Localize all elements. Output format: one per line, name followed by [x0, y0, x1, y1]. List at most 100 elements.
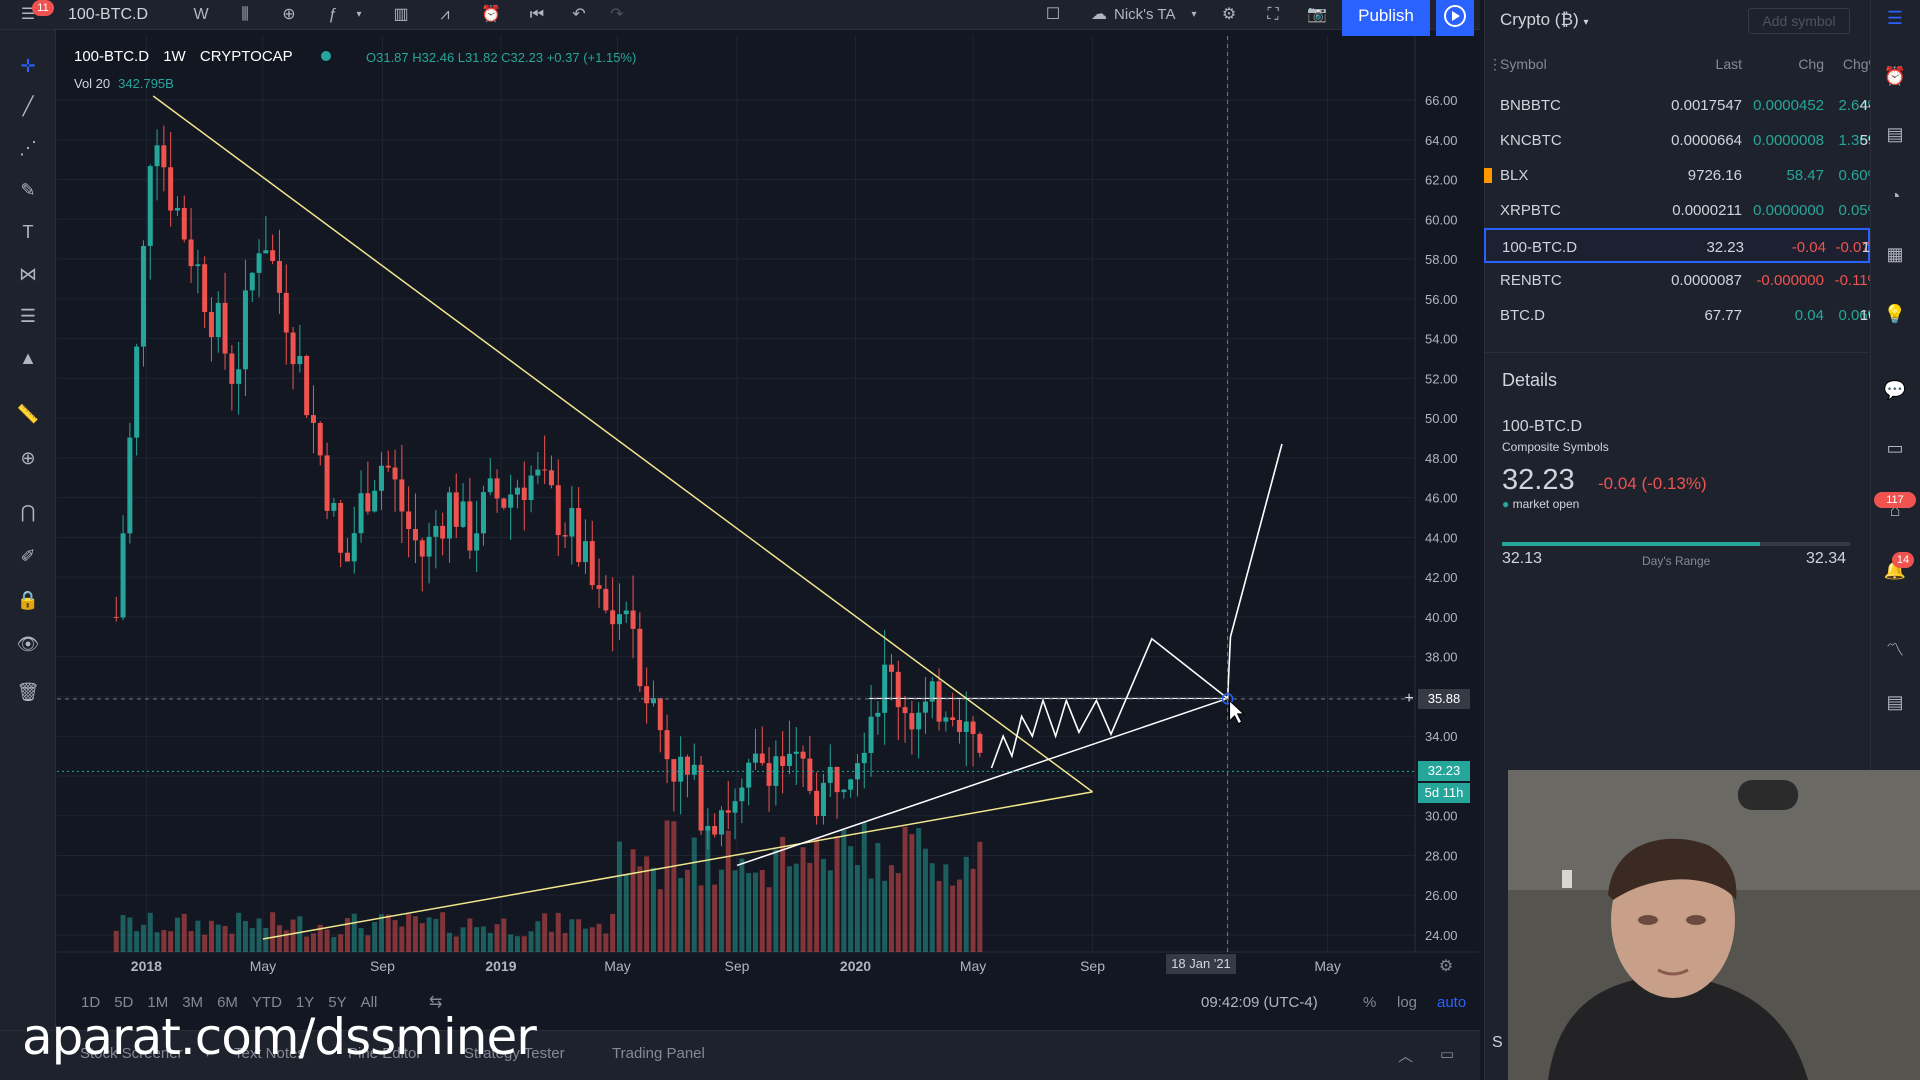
candle-body[interactable]: [528, 475, 534, 500]
text-icon[interactable]: T: [22, 222, 34, 242]
candle-body[interactable]: [916, 712, 922, 730]
candle-body[interactable]: [780, 756, 786, 766]
candle-body[interactable]: [120, 533, 126, 618]
candle-body[interactable]: [453, 492, 459, 527]
candle-body[interactable]: [827, 766, 833, 783]
financials-icon[interactable]: ▥: [393, 6, 409, 23]
candle-body[interactable]: [304, 355, 310, 416]
log-toggle[interactable]: log: [1397, 994, 1418, 1011]
maximize-panel-icon[interactable]: ▭: [1440, 1046, 1455, 1063]
candle-body[interactable]: [542, 469, 548, 471]
candle-body[interactable]: [283, 292, 289, 333]
candle-body[interactable]: [793, 751, 799, 754]
play-button[interactable]: [1436, 0, 1474, 36]
candle-body[interactable]: [950, 717, 956, 721]
candle-body[interactable]: [433, 525, 439, 537]
candle-body[interactable]: [725, 810, 731, 813]
candle-body[interactable]: [113, 616, 119, 618]
candle-body[interactable]: [270, 250, 276, 262]
indicators-dropdown-icon[interactable]: ▾: [356, 9, 362, 20]
descending-trendline[interactable]: [152, 95, 1093, 793]
symbol-search[interactable]: 100-BTC.D: [68, 6, 149, 23]
watchlist-title[interactable]: Crypto (₿) ▾: [1500, 10, 1588, 30]
candle-body[interactable]: [426, 536, 432, 557]
candle-body[interactable]: [684, 756, 690, 775]
candle-body[interactable]: [501, 498, 507, 508]
layout-name[interactable]: Nick's TA: [1114, 6, 1176, 23]
candle-body[interactable]: [909, 713, 915, 730]
candle-body[interactable]: [324, 455, 330, 511]
layers-icon[interactable]: ▤: [1886, 692, 1904, 712]
candle-body[interactable]: [195, 264, 201, 267]
magnet-icon[interactable]: ⋂: [20, 502, 36, 522]
range-1m[interactable]: 1M: [147, 994, 169, 1011]
candle-body[interactable]: [256, 253, 262, 273]
candle-body[interactable]: [650, 698, 656, 704]
auto-toggle[interactable]: auto: [1437, 994, 1467, 1011]
candle-body[interactable]: [474, 533, 480, 551]
candle-body[interactable]: [922, 701, 928, 713]
brush-icon[interactable]: ✎: [20, 180, 36, 200]
interval-button[interactable]: W: [193, 6, 209, 23]
ideas-icon[interactable]: 💡: [1883, 304, 1907, 324]
percent-toggle[interactable]: %: [1363, 994, 1377, 1011]
add-symbol-button[interactable]: Add symbol: [1748, 8, 1850, 34]
candle-body[interactable]: [589, 541, 595, 586]
layout-dropdown-icon[interactable]: ▾: [1191, 9, 1197, 20]
candle-body[interactable]: [134, 346, 140, 438]
redo-icon[interactable]: ↷: [610, 6, 624, 23]
candle-body[interactable]: [705, 825, 711, 831]
candle-body[interactable]: [671, 759, 677, 782]
header-last[interactable]: Last: [1715, 56, 1742, 72]
candle-body[interactable]: [630, 610, 636, 629]
candle-body[interactable]: [746, 762, 752, 788]
candle-body[interactable]: [766, 763, 772, 786]
date-range-icon[interactable]: ⇆: [429, 994, 443, 1011]
candle-body[interactable]: [929, 681, 935, 702]
candle-body[interactable]: [902, 707, 908, 714]
alerts-clock-icon[interactable]: ⏰: [1883, 66, 1907, 86]
pattern-icon[interactable]: ⋈: [19, 264, 37, 284]
candle-body[interactable]: [848, 779, 854, 790]
tab-text-notes[interactable]: Text Notes: [234, 1045, 305, 1062]
screener-dropdown-icon[interactable]: ▾: [205, 1049, 211, 1060]
candle-body[interactable]: [344, 552, 350, 562]
ascending-trendline[interactable]: [262, 791, 1093, 940]
candle-body[interactable]: [440, 525, 446, 539]
candle-body[interactable]: [419, 540, 425, 557]
candle-body[interactable]: [276, 261, 282, 293]
candle-body[interactable]: [895, 671, 901, 708]
candle-body[interactable]: [623, 610, 629, 615]
candle-body[interactable]: [140, 245, 146, 347]
candle-body[interactable]: [406, 511, 412, 530]
price-chart[interactable]: 66.00 64.00 62.00 60.00 58.00 56.00 54.00 52.00…: [57, 36, 1479, 1032]
candle-body[interactable]: [460, 501, 466, 527]
candle-body[interactable]: [582, 541, 588, 563]
range-6m[interactable]: 6M: [217, 994, 238, 1011]
range-5d[interactable]: 5D: [114, 994, 134, 1011]
details-symbol[interactable]: 100-BTC.D: [1502, 418, 1583, 435]
candle-body[interactable]: [351, 533, 357, 562]
candle-body[interactable]: [446, 492, 452, 539]
alert-icon[interactable]: ⏰: [481, 6, 501, 23]
menu-icon[interactable]: ☰: [20, 6, 36, 23]
add-alert-plus-icon[interactable]: +: [1404, 690, 1414, 707]
hotlist-icon[interactable]: ◔: [1889, 186, 1901, 206]
candle-body[interactable]: [963, 721, 969, 732]
watchlist-dropdown-icon[interactable]: ▾: [1583, 17, 1589, 28]
candle-body[interactable]: [569, 508, 575, 537]
range-ytd[interactable]: YTD: [251, 994, 282, 1011]
streams-icon[interactable]: ⌂: [1889, 500, 1901, 520]
candle-body[interactable]: [297, 355, 303, 365]
candle-body[interactable]: [229, 353, 235, 384]
candle-body[interactable]: [752, 753, 758, 763]
settings-icon[interactable]: ⚙: [1221, 6, 1237, 23]
bar-style-icon[interactable]: ⫼: [241, 6, 249, 23]
candle-body[interactable]: [943, 717, 949, 722]
candle-body[interactable]: [603, 588, 609, 611]
candle-body[interactable]: [576, 508, 582, 563]
collapse-panel-icon[interactable]: ︿: [1398, 1048, 1414, 1065]
tab-pine-editor[interactable]: Pine Editor: [348, 1045, 422, 1062]
